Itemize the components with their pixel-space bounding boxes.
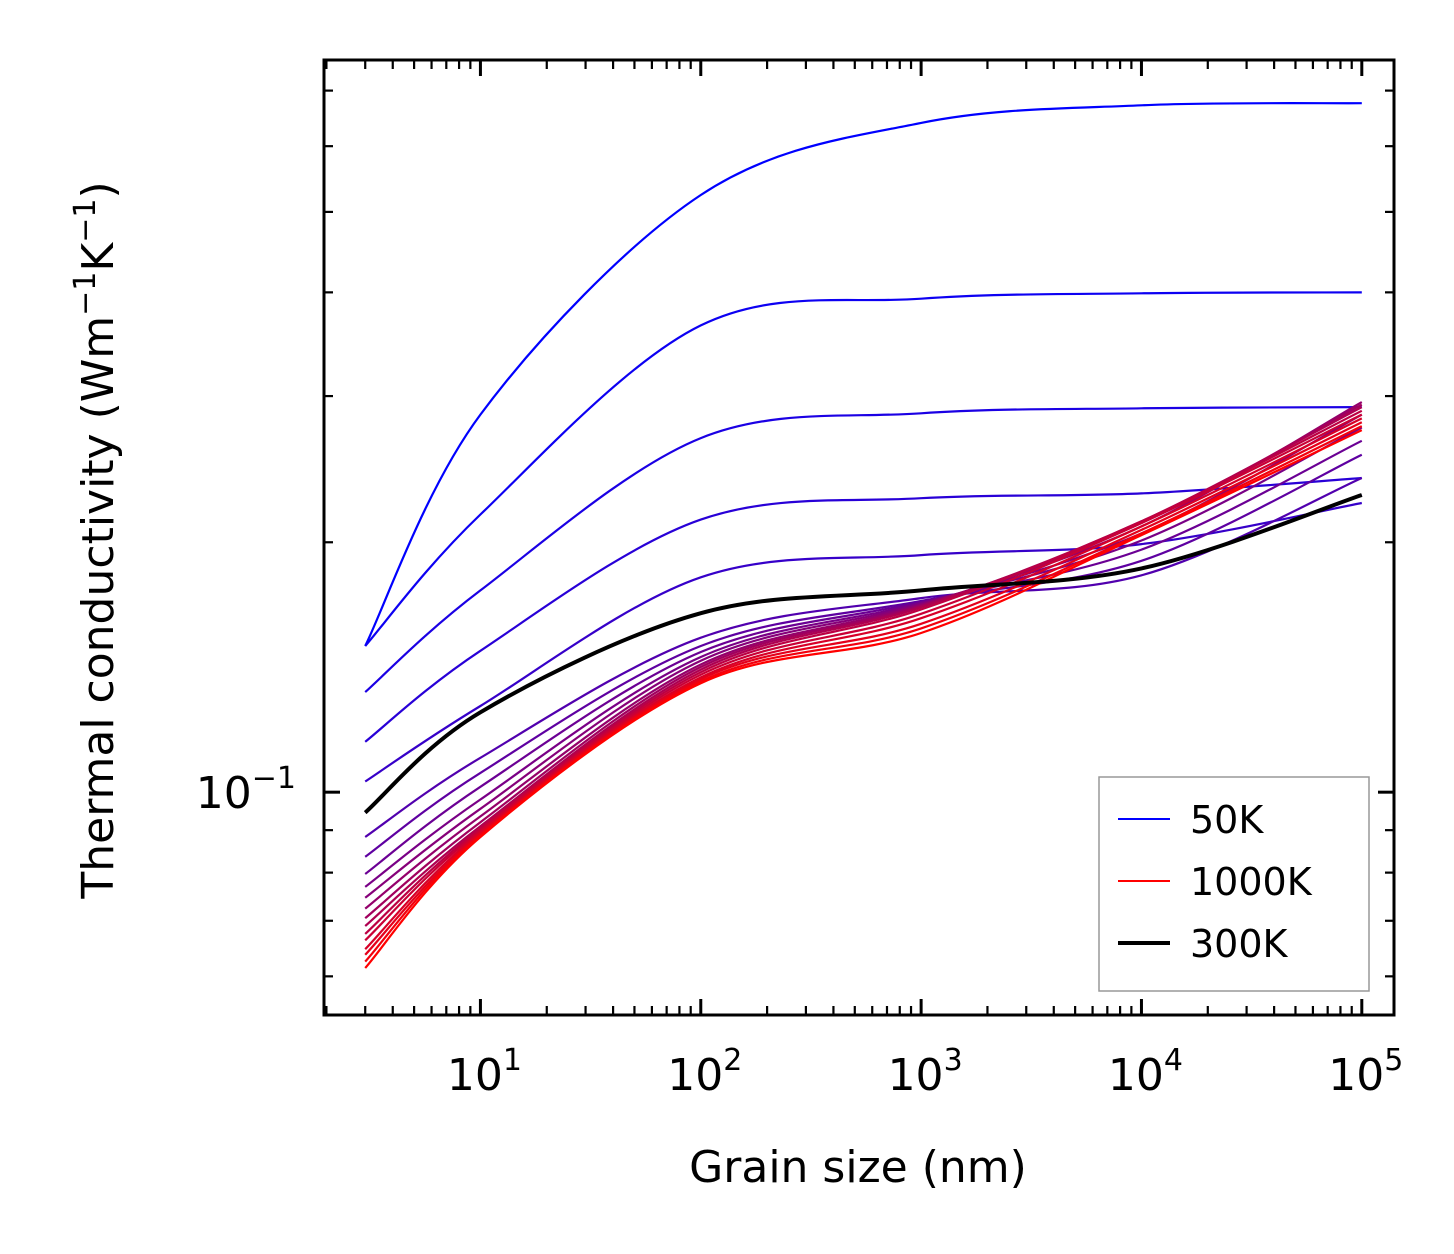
legend-box (1098, 776, 1370, 992)
x-tick-label-exponent: 4 (1164, 1043, 1183, 1078)
x-axis-label: Grain size (nm) (689, 1142, 1027, 1193)
y-axis-label-sup2: −1 (68, 199, 103, 243)
x-tick-label-exponent: 1 (503, 1043, 522, 1078)
x-tick-label-base: 10 (447, 1050, 503, 1101)
series-line-450k (364, 439, 1363, 875)
x-tick-label-base: 10 (1328, 1050, 1384, 1101)
x-tick-label: 104 (1108, 1043, 1183, 1101)
series-line-400k (364, 453, 1363, 858)
series-line-500k (364, 426, 1363, 888)
series-line-950k (364, 425, 1363, 963)
y-tick-label-base: 10 (196, 768, 252, 819)
series-line-50k (364, 102, 1362, 647)
y-axis-label-main: Thermal conductivity (Wm (73, 316, 124, 900)
y-tick-label: 10−1 (196, 761, 296, 819)
y-tick-label-exponent: −1 (252, 761, 296, 796)
y-axis-label-sup1: −1 (68, 272, 103, 316)
ticks-group (324, 60, 1394, 1015)
series-line-350k (364, 476, 1363, 838)
x-tick-label-exponent: 2 (723, 1043, 742, 1078)
legend: 50K 1000K 300K (1098, 776, 1370, 992)
y-axis-label-k: K (73, 242, 124, 272)
series-line-1000k (364, 429, 1363, 969)
series-line-200k (364, 476, 1362, 743)
y-axis-label-close: ) (73, 181, 124, 198)
series-line-150k (364, 406, 1362, 693)
series-line-highlight-300k (363, 493, 1363, 815)
x-tick-label-base: 10 (667, 1050, 723, 1101)
plot-frame (322, 58, 1396, 1017)
y-axis-label: Thermal conductivity (Wm−1K−1) (68, 181, 124, 899)
x-tick-label: 105 (1328, 1043, 1403, 1101)
x-tick-label-exponent: 5 (1384, 1043, 1403, 1078)
svg-text:Thermal conductivity (Wm−1K−1): Thermal conductivity (Wm−1K−1) (68, 181, 124, 899)
legend-label-300k: 300K (1190, 922, 1289, 966)
x-tick-label-base: 10 (888, 1050, 944, 1101)
legend-label-1000k: 1000K (1190, 860, 1313, 904)
x-tick-label: 103 (888, 1043, 963, 1101)
x-tick-label-base: 10 (1108, 1050, 1164, 1101)
series-line-100k (364, 291, 1362, 647)
x-tick-label-exponent: 3 (944, 1043, 963, 1078)
series-line-850k (364, 417, 1363, 950)
curves-group (363, 102, 1363, 969)
axes-group (322, 58, 1396, 1017)
legend-label-50k: 50K (1190, 798, 1264, 842)
series-line-750k (364, 409, 1363, 935)
series-line-250k (364, 501, 1363, 783)
x-tick-label: 102 (667, 1043, 742, 1101)
series-line-800k (364, 413, 1363, 942)
x-tick-label: 101 (447, 1043, 522, 1101)
